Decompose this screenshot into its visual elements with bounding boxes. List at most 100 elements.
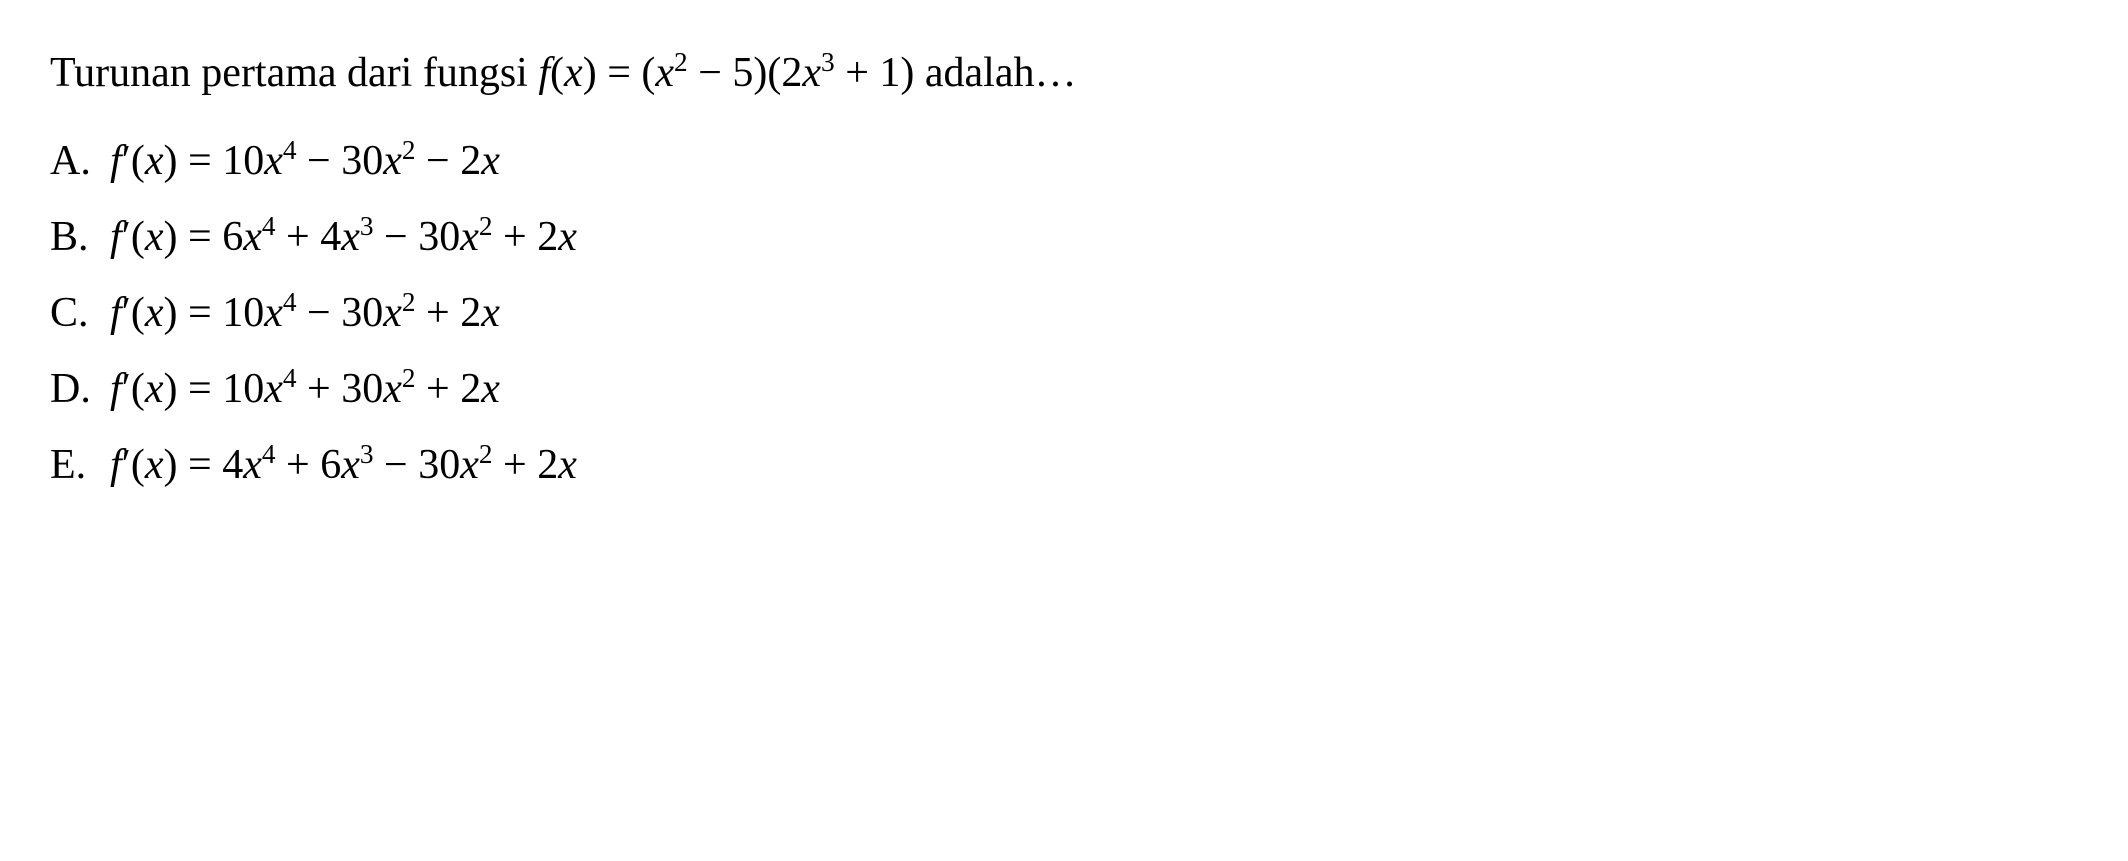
variable: x: [243, 214, 262, 260]
lhs-f: f: [110, 138, 122, 184]
lhs-f: f: [110, 214, 122, 260]
rparen: ): [164, 290, 178, 336]
coefficient: 2: [537, 442, 558, 488]
coefficient: 6: [320, 442, 341, 488]
lhs-arg: x: [145, 214, 164, 260]
option-row: B.f′(x) = 6x4 + 4x3 − 30x2 + 2x: [50, 213, 2078, 261]
t1-var: x: [655, 50, 674, 96]
lhs-arg: x: [145, 290, 164, 336]
coefficient: 2: [460, 290, 481, 336]
lparen: (: [131, 138, 145, 184]
eq: =: [178, 214, 223, 260]
rparen3: ): [900, 50, 914, 96]
prime-symbol: ′: [122, 138, 131, 184]
exponent: 2: [479, 211, 493, 241]
lparen: (: [131, 290, 145, 336]
rparen: ): [164, 138, 178, 184]
rparen: ): [164, 366, 178, 412]
options-list: A.f′(x) = 10x4 − 30x2 − 2xB.f′(x) = 6x4 …: [50, 137, 2078, 489]
rparen: ): [164, 442, 178, 488]
operator: −: [297, 138, 342, 184]
exponent: 3: [360, 439, 374, 469]
lparen2: (: [641, 50, 655, 96]
coefficient: 30: [341, 366, 383, 412]
coefficient: 2: [537, 214, 558, 260]
variable: x: [341, 214, 360, 260]
lhs-arg: x: [145, 138, 164, 184]
exponent: 4: [262, 439, 276, 469]
option-expression: f′(x) = 4x4 + 6x3 − 30x2 + 2x: [110, 441, 577, 489]
func-f: f: [538, 50, 550, 96]
exponent: 4: [283, 287, 297, 317]
operator: +: [297, 366, 342, 412]
rparen: ): [583, 50, 597, 96]
coefficient: 4: [320, 214, 341, 260]
lhs-arg: x: [145, 366, 164, 412]
question-suffix: adalah…: [914, 50, 1076, 96]
option-expression: f′(x) = 6x4 + 4x3 − 30x2 + 2x: [110, 213, 577, 261]
eq: =: [178, 366, 223, 412]
t1-op: − 5: [688, 50, 754, 96]
option-label: A.: [50, 137, 110, 185]
lparen3: (: [767, 50, 781, 96]
option-expression: f′(x) = 10x4 + 30x2 + 2x: [110, 365, 500, 413]
exponent: 3: [360, 211, 374, 241]
lparen: (: [131, 442, 145, 488]
coefficient: 30: [418, 214, 460, 260]
lhs-f: f: [110, 442, 122, 488]
eq: =: [597, 50, 642, 96]
eq: =: [178, 442, 223, 488]
option-expression: f′(x) = 10x4 − 30x2 + 2x: [110, 289, 500, 337]
exponent: 2: [402, 135, 416, 165]
variable: x: [264, 290, 283, 336]
rparen2: ): [753, 50, 767, 96]
variable: x: [383, 290, 402, 336]
coefficient: 10: [222, 366, 264, 412]
variable: x: [481, 138, 500, 184]
variable: x: [460, 442, 479, 488]
coefficient: 2: [460, 138, 481, 184]
t2-op: + 1: [835, 50, 901, 96]
option-label: C.: [50, 289, 110, 337]
exponent: 2: [479, 439, 493, 469]
lhs-arg: x: [145, 442, 164, 488]
prime-symbol: ′: [122, 290, 131, 336]
exponent: 2: [402, 287, 416, 317]
option-label: B.: [50, 213, 110, 261]
option-row: C.f′(x) = 10x4 − 30x2 + 2x: [50, 289, 2078, 337]
operator: +: [416, 290, 461, 336]
option-label: E.: [50, 441, 110, 489]
operator: +: [493, 442, 538, 488]
eq: =: [178, 138, 223, 184]
rparen: ): [164, 214, 178, 260]
prime-symbol: ′: [122, 366, 131, 412]
variable: x: [264, 138, 283, 184]
operator: +: [493, 214, 538, 260]
variable: x: [341, 442, 360, 488]
variable: x: [383, 138, 402, 184]
option-row: A.f′(x) = 10x4 − 30x2 − 2x: [50, 137, 2078, 185]
exponent: 4: [262, 211, 276, 241]
variable: x: [481, 366, 500, 412]
question-prefix: Turunan pertama dari fungsi: [50, 50, 538, 96]
operator: +: [416, 366, 461, 412]
option-row: D.f′(x) = 10x4 + 30x2 + 2x: [50, 365, 2078, 413]
exponent: 4: [283, 363, 297, 393]
lparen: (: [131, 214, 145, 260]
coefficient: 30: [341, 138, 383, 184]
option-label: D.: [50, 365, 110, 413]
variable: x: [264, 366, 283, 412]
question-text: Turunan pertama dari fungsi f(x) = (x2 −…: [50, 40, 2078, 107]
prime-symbol: ′: [122, 214, 131, 260]
coefficient: 4: [222, 442, 243, 488]
operator: +: [276, 442, 321, 488]
coefficient: 2: [460, 366, 481, 412]
variable: x: [383, 366, 402, 412]
func-arg: x: [564, 50, 583, 96]
coefficient: 10: [222, 138, 264, 184]
option-row: E.f′(x) = 4x4 + 6x3 − 30x2 + 2x: [50, 441, 2078, 489]
operator: −: [374, 442, 419, 488]
variable: x: [460, 214, 479, 260]
operator: −: [297, 290, 342, 336]
operator: +: [276, 214, 321, 260]
